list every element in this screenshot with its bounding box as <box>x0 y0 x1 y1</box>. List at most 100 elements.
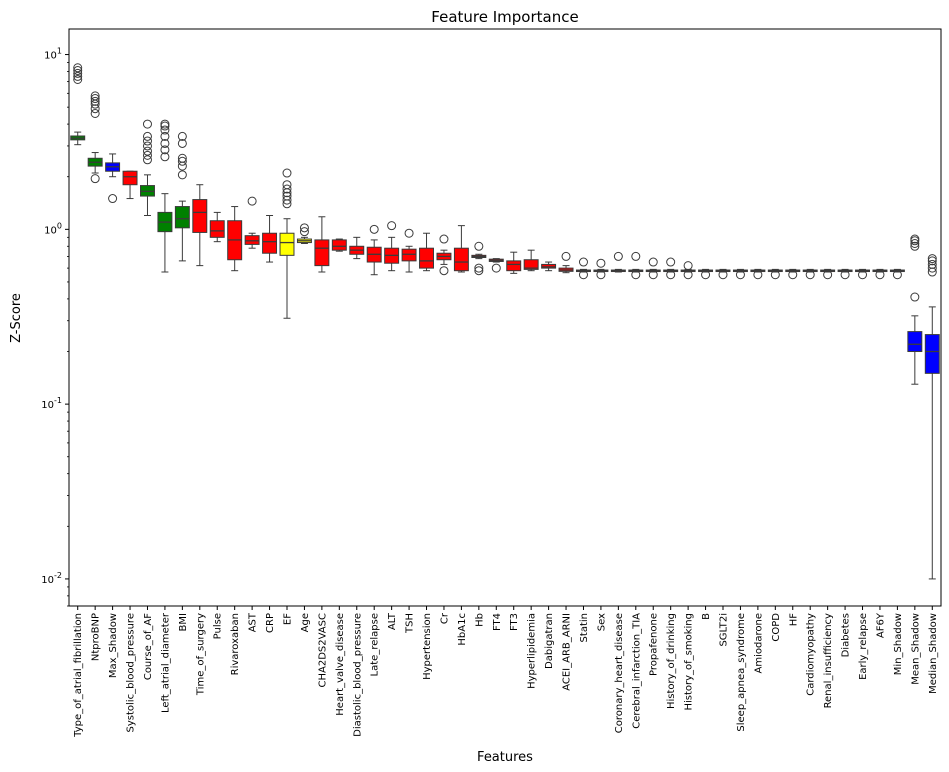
flier-point <box>927 254 937 264</box>
flier-point <box>177 156 187 166</box>
flier-point <box>90 91 100 101</box>
flier-point <box>439 266 449 276</box>
box-26 <box>523 249 539 272</box>
x-tick-label: Amiodarone <box>753 613 764 673</box>
x-tick-label: Rivaroxaban <box>230 613 241 675</box>
flier-point <box>858 270 868 280</box>
box-22 <box>453 225 469 273</box>
box-12 <box>279 168 295 319</box>
box-body <box>244 235 260 245</box>
flier-point <box>160 145 170 155</box>
flier-point <box>910 241 920 251</box>
box-body <box>419 247 434 269</box>
box-31 <box>610 251 626 273</box>
box-45 <box>855 268 870 280</box>
box-body <box>192 199 208 233</box>
box-30 <box>593 258 609 280</box>
box-25 <box>506 251 522 274</box>
plot-frame <box>68 28 942 607</box>
x-tick-label: FT4 <box>492 613 503 631</box>
box-body <box>907 331 923 353</box>
x-tick-label: EF <box>283 613 294 625</box>
box-0 <box>70 63 86 146</box>
flier-point <box>142 150 152 160</box>
y-axis-label: Z-Score <box>9 293 24 343</box>
flier-point <box>247 196 257 206</box>
flier-point <box>927 259 937 269</box>
flier-point <box>90 174 100 184</box>
box-41 <box>785 268 801 280</box>
box-body <box>523 259 539 270</box>
x-tick-label: Max_Shadow <box>108 613 119 678</box>
flier-point <box>561 251 571 261</box>
box-29 <box>576 257 591 280</box>
box-48 <box>907 234 923 385</box>
flier-point <box>927 256 937 266</box>
flier-point <box>142 119 152 129</box>
flier-point <box>90 108 100 118</box>
x-tick-label: Dabigatran <box>544 613 555 669</box>
x-tick-label: History_of_drinking <box>666 613 677 709</box>
flier-point <box>299 223 309 233</box>
x-tick-label: Hypertension <box>422 613 433 680</box>
box-body <box>506 260 522 272</box>
flier-point <box>282 180 292 190</box>
box-body <box>314 239 330 267</box>
box-49 <box>924 254 940 580</box>
flier-point <box>596 270 606 280</box>
x-tick-label: BMI <box>178 613 189 631</box>
x-tick-label: Cr <box>439 612 450 624</box>
box-4 <box>140 119 155 216</box>
x-tick-label: Hb <box>474 613 485 627</box>
flier-point <box>788 270 798 280</box>
box-body <box>453 247 469 272</box>
flier-point <box>160 125 170 135</box>
box-3 <box>122 170 138 200</box>
x-tick-label: Renal_insufficiency <box>823 613 834 708</box>
x-tick-label: Cerebral_infarction_TIA <box>631 613 642 729</box>
flier-point <box>474 263 484 273</box>
flier-point <box>875 270 885 280</box>
flier-point <box>73 71 83 81</box>
x-tick-label: TSH <box>405 613 416 634</box>
plot-area <box>70 63 940 580</box>
x-tick-label: History_of_smoking <box>684 613 695 711</box>
box-body <box>331 239 347 251</box>
flier-point <box>177 138 187 148</box>
flier-point <box>282 168 292 178</box>
x-tick-label: Left_atrial_diameter <box>160 612 171 713</box>
x-tick-label: Sex <box>596 613 607 631</box>
flier-point <box>142 155 152 165</box>
flier-point <box>631 251 641 261</box>
box-2 <box>105 153 121 204</box>
box-body <box>174 206 190 229</box>
box-37 <box>715 268 731 280</box>
x-tick-label: Systolic_blood_pressure <box>126 613 137 732</box>
box-body <box>401 248 417 262</box>
flier-point <box>142 141 152 151</box>
flier-point <box>299 227 309 237</box>
box-36 <box>698 268 714 280</box>
box-39 <box>750 268 766 280</box>
x-tick-label: Cardiomyopathy <box>806 613 817 696</box>
x-axis-ticks: Type_of_atrial_fibrillation NtproBNP Max_S… <box>73 606 939 738</box>
flier-point <box>177 153 187 163</box>
box-20 <box>419 232 434 272</box>
x-tick-label: SGLT2i <box>719 613 730 647</box>
chart-title: Feature Importance <box>431 8 578 26</box>
box-32 <box>628 251 644 280</box>
box-34 <box>663 257 679 280</box>
box-7 <box>192 184 208 267</box>
flier-point <box>142 136 152 146</box>
x-tick-label: Type_of_atrial_fibrillation <box>73 613 84 738</box>
flier-point <box>491 263 501 273</box>
flier-point <box>404 228 414 238</box>
flier-point <box>142 131 152 141</box>
flier-point <box>142 146 152 156</box>
y-tick-label: 10-1 <box>41 396 62 411</box>
box-body <box>279 232 295 256</box>
flier-point <box>596 258 606 268</box>
x-tick-label: Propafenone <box>649 613 660 676</box>
box-19 <box>401 228 417 273</box>
box-43 <box>820 268 836 280</box>
